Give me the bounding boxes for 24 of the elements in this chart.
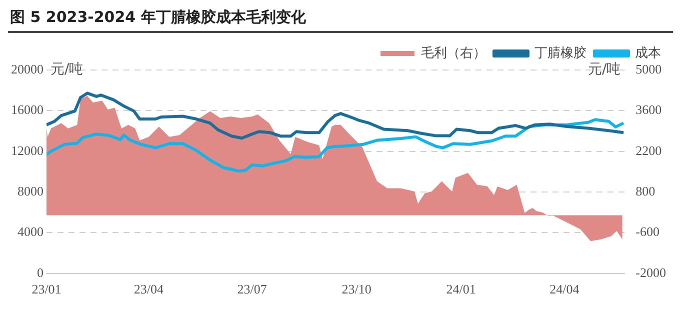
x-tick-label: 23/01 [32,282,62,297]
y2-axis-title: 元/吨 [588,62,621,78]
legend-label: 毛利（右） [421,46,486,61]
x-tick-label: 23/10 [342,282,372,297]
x-tick-label: 23/04 [134,282,164,297]
y-tick-label: 0 [37,264,44,280]
y-tick-label: 12000 [11,142,44,158]
x-tick-label: 24/01 [446,282,476,297]
y2-tick-label: -2000 [636,264,666,280]
x-tick-label: 23/07 [237,282,268,297]
y2-tick-label: 2200 [636,142,662,158]
y-tick-label: 20000 [11,61,44,76]
legend-label: 成本 [635,46,661,61]
y2-tick-label: 5000 [636,61,662,76]
x-tick-label: 24/04 [550,282,580,297]
y-tick-label: 16000 [11,102,44,118]
legend-label: 丁腈橡胶 [534,46,586,61]
y-tick-label: 8000 [18,183,44,198]
chart-title: 图 5 2023-2024 年丁腈橡胶成本毛利变化 [8,8,673,33]
y2-tick-label: 3600 [636,102,662,118]
y2-tick-label: -600 [636,224,660,240]
y-tick-label: 4000 [18,224,44,240]
y2-tick-label: 800 [636,183,656,198]
y-axis-title: 元/吨 [50,62,84,78]
